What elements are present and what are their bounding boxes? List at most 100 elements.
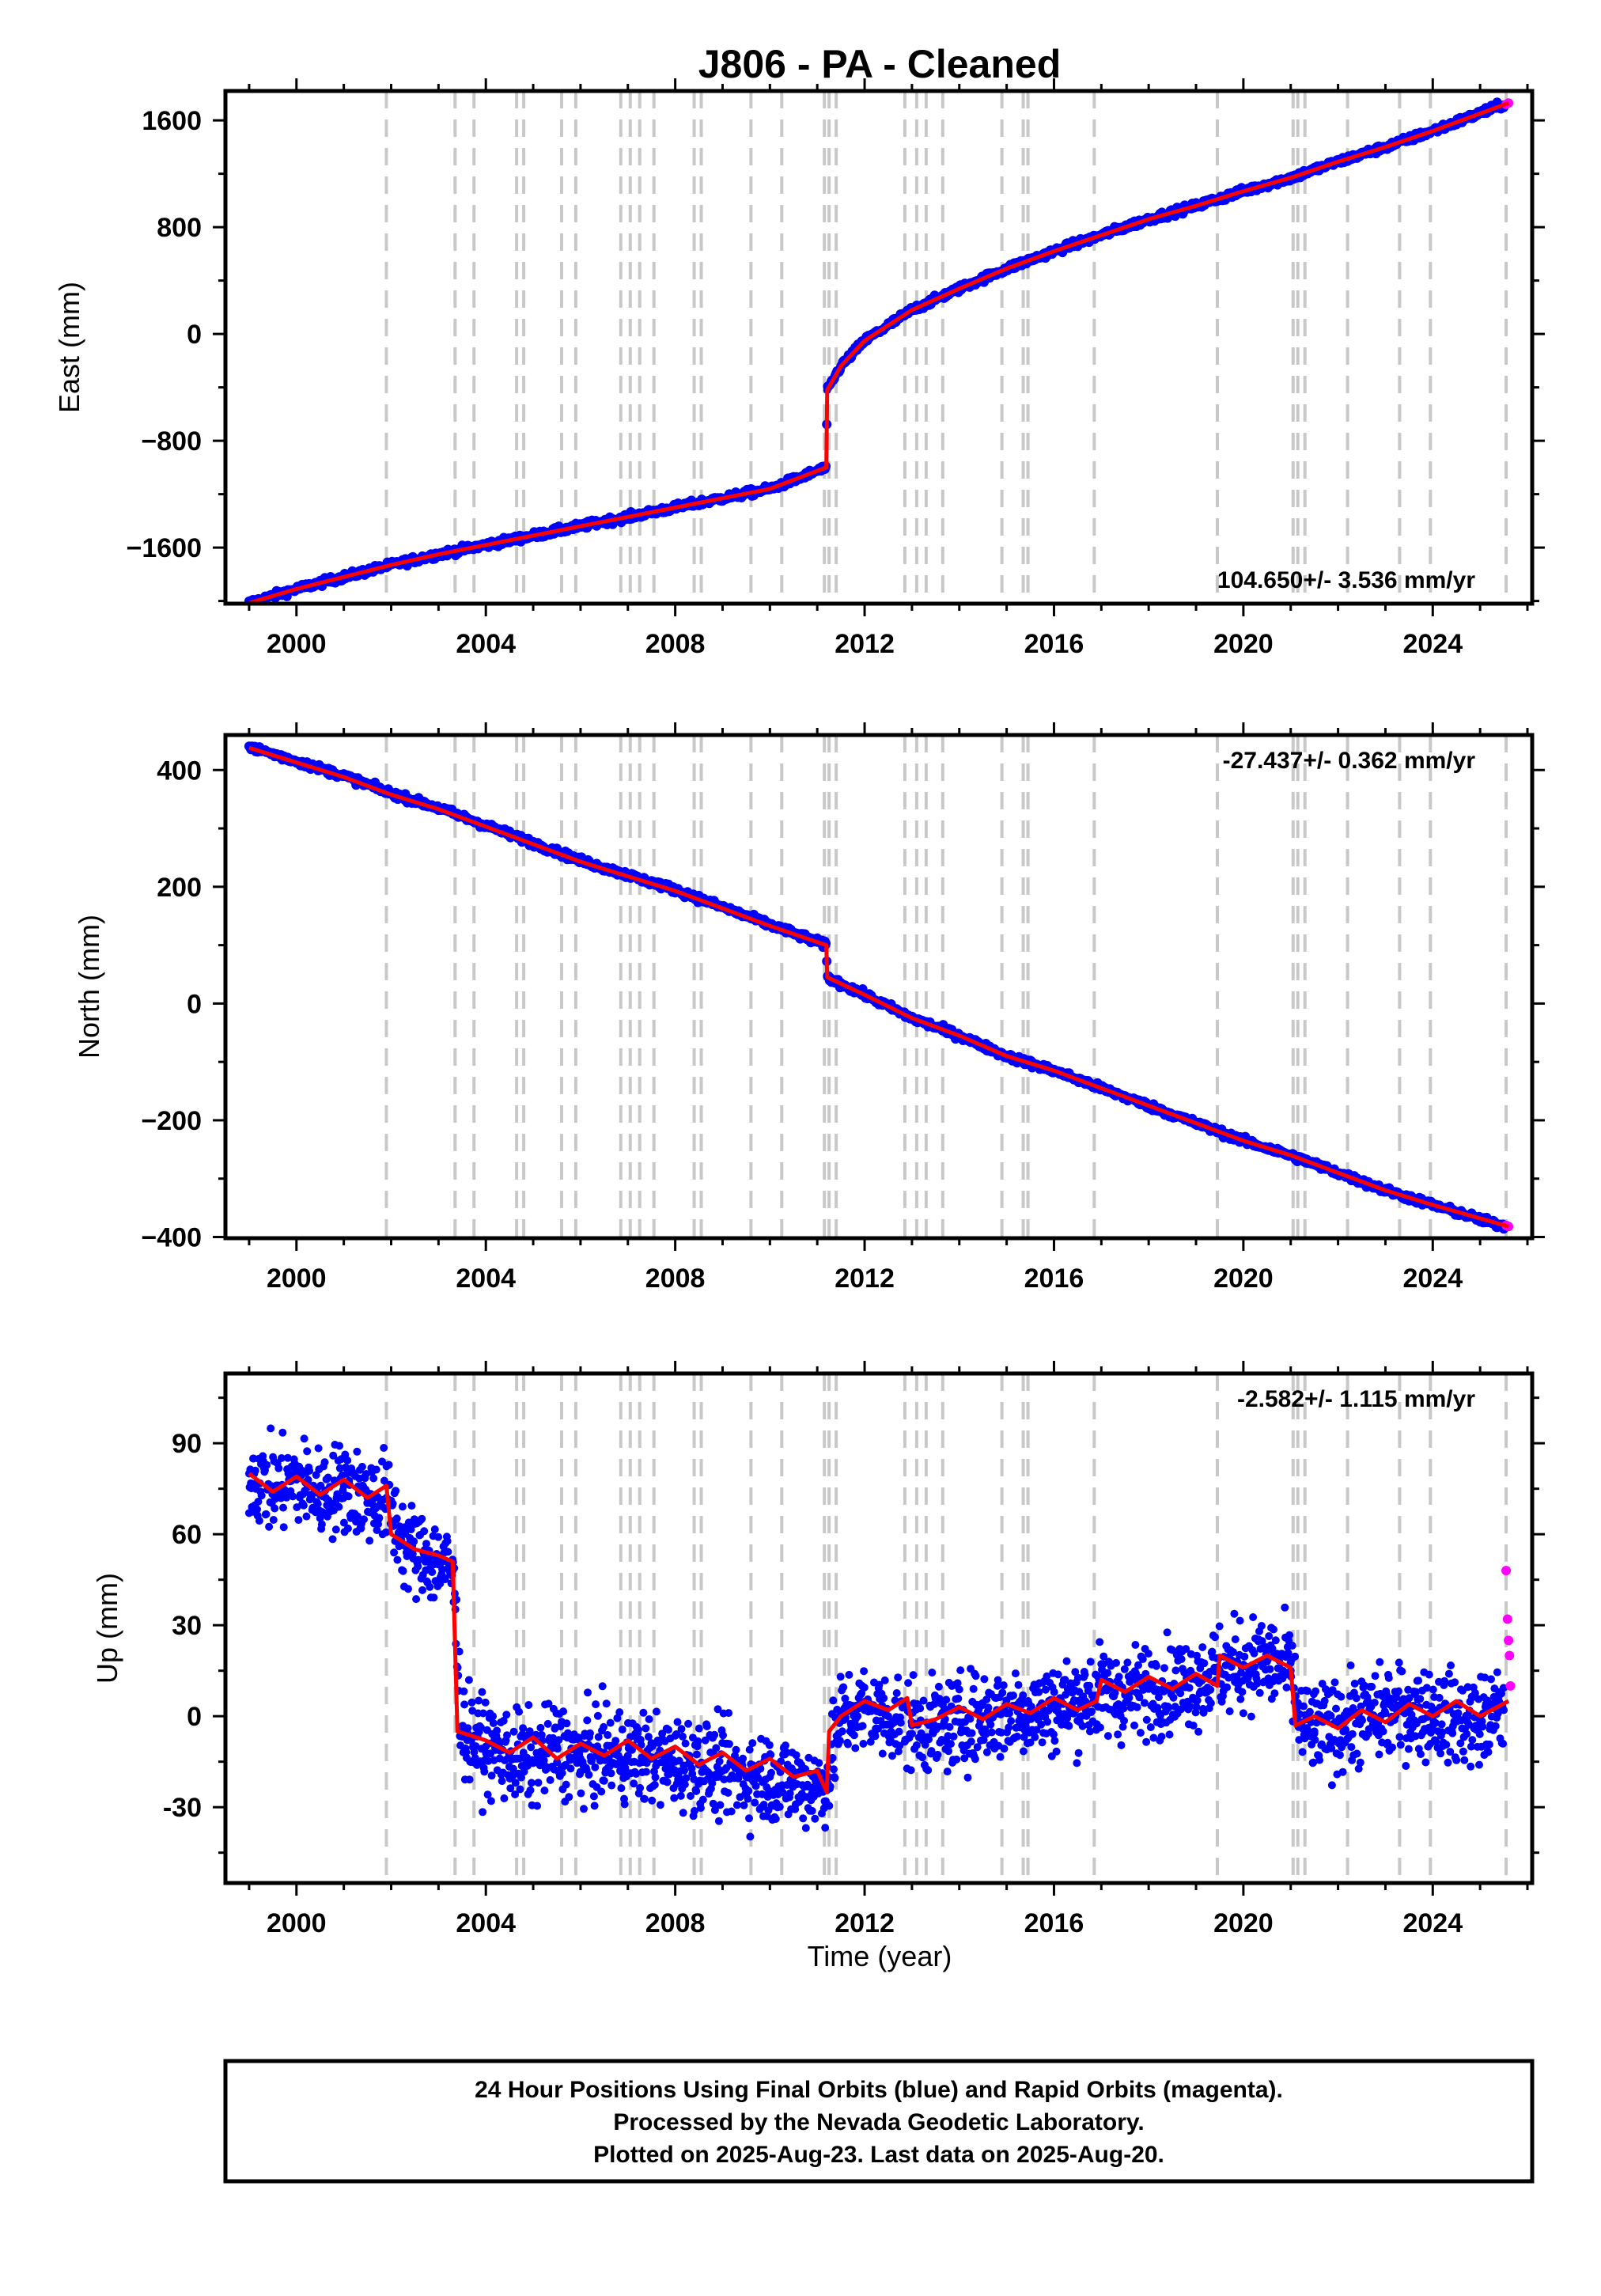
final-orbits-point	[909, 1671, 918, 1680]
final-orbits-point	[317, 1520, 326, 1529]
final-orbits-point	[418, 1586, 426, 1594]
final-orbits-point	[650, 1780, 659, 1789]
final-orbits-point	[892, 1689, 901, 1697]
final-orbits-point	[1346, 1661, 1355, 1669]
final-orbits-point	[785, 1789, 794, 1798]
panel-north: 2000 2004 2008 2012 2016 2020 20244002000−200−…	[73, 722, 1545, 1294]
x-tick-label: 2016	[1024, 1264, 1084, 1294]
final-orbits-point	[487, 1771, 496, 1780]
final-orbits-point	[709, 1799, 717, 1808]
final-orbits-point	[562, 1780, 570, 1789]
final-orbits-point	[1037, 1720, 1046, 1729]
final-orbits-point	[289, 1492, 297, 1501]
final-orbits-point	[540, 1786, 549, 1795]
final-orbits-point	[602, 1699, 611, 1708]
x-axis: 2000 2004 2008 2012 2016 2020 2024	[248, 78, 1529, 659]
final-orbits-point	[464, 1676, 473, 1684]
final-orbits-point	[954, 1694, 963, 1703]
final-orbits-point	[828, 1753, 837, 1762]
final-orbits-point	[744, 1786, 753, 1795]
final-orbits-point	[1103, 1732, 1112, 1741]
final-orbits-point	[353, 1447, 361, 1456]
final-orbits-point	[1177, 1655, 1186, 1663]
final-orbits-point	[335, 1442, 344, 1450]
final-orbits-point	[967, 1737, 975, 1746]
final-orbits-point	[944, 1747, 953, 1756]
final-orbits-point	[534, 1779, 543, 1787]
final-orbits-point	[1019, 1691, 1028, 1699]
final-orbits-point	[639, 1708, 648, 1717]
final-orbits-point	[536, 1723, 545, 1732]
final-orbits-point	[592, 1700, 600, 1709]
final-orbits-point	[314, 1444, 323, 1453]
final-orbits-point	[684, 1719, 693, 1728]
final-orbits-point	[839, 1683, 848, 1692]
final-orbits-point	[829, 1696, 838, 1705]
final-orbits-point	[751, 1798, 759, 1807]
final-orbits-point	[279, 1503, 287, 1512]
final-orbits-point	[267, 1424, 275, 1433]
final-orbits-point	[916, 1704, 925, 1713]
final-orbits-point	[1186, 1702, 1194, 1711]
final-orbits-point	[759, 1801, 768, 1809]
final-orbits-point	[692, 1750, 701, 1759]
final-orbits-point	[971, 1755, 979, 1764]
final-orbits-point	[987, 1728, 996, 1737]
final-orbits-point	[600, 1722, 608, 1731]
final-orbits-series	[244, 97, 1509, 604]
final-orbits-point	[766, 1750, 775, 1759]
x-tick-label: 2012	[835, 1264, 895, 1294]
final-orbits-point	[695, 1724, 703, 1733]
final-orbits-point	[1330, 1678, 1339, 1687]
final-orbits-point	[1223, 1683, 1232, 1692]
final-orbits-point	[358, 1462, 366, 1471]
final-orbits-point	[585, 1729, 594, 1737]
final-orbits-point	[393, 1555, 402, 1564]
final-orbits-point	[1311, 1687, 1320, 1695]
final-orbits-point	[1011, 1669, 1020, 1678]
final-orbits-point	[299, 1501, 308, 1510]
y-tick-label: 0	[187, 989, 202, 1019]
final-orbits-point	[300, 1434, 308, 1443]
final-orbits-point	[1013, 1732, 1021, 1741]
final-orbits-point	[973, 1743, 982, 1752]
final-orbits-series	[244, 741, 1509, 1234]
final-orbits-point	[715, 1757, 724, 1766]
final-orbits-point	[656, 1801, 664, 1809]
final-orbits-point	[1327, 1744, 1336, 1752]
final-orbits-point	[1320, 1696, 1329, 1705]
final-orbits-point	[559, 1707, 568, 1716]
final-orbits-point	[1026, 1738, 1035, 1747]
final-orbits-point	[271, 1504, 279, 1513]
rate-label: -27.437+/- 0.362 mm/yr	[1223, 748, 1476, 774]
final-orbits-point	[952, 1755, 961, 1764]
final-orbits-point	[422, 1540, 430, 1548]
y-tick-label: 800	[157, 213, 202, 243]
final-orbits-point	[1050, 1730, 1058, 1739]
final-orbits-point	[651, 1773, 660, 1782]
final-orbits-point	[871, 1732, 880, 1741]
final-orbits-point	[430, 1593, 438, 1602]
final-orbits-point	[748, 1739, 757, 1748]
final-orbits-point	[775, 1802, 784, 1811]
final-orbits-point	[702, 1722, 711, 1730]
final-orbits-point	[993, 1681, 1001, 1690]
final-orbits-point	[642, 1767, 650, 1776]
final-orbits-point	[681, 1739, 690, 1748]
final-orbits-point	[1285, 1631, 1294, 1639]
x-axis: 2000 2004 2008 2012 2016 2020 2024	[248, 722, 1529, 1294]
final-orbits-point	[1007, 1717, 1016, 1726]
final-orbits-point	[591, 1763, 600, 1771]
final-orbits-point	[517, 1773, 525, 1782]
y-tick-label: 0	[187, 320, 202, 350]
final-orbits-point	[1133, 1703, 1141, 1711]
final-orbits-point	[782, 1741, 789, 1750]
final-orbits-point	[1009, 1692, 1017, 1699]
final-orbits-point	[765, 1741, 774, 1749]
final-orbits-point	[1086, 1727, 1094, 1736]
final-orbits-point	[1136, 1729, 1145, 1737]
model-line	[248, 745, 1509, 1229]
final-orbits-point	[1225, 1707, 1234, 1715]
final-orbits-point	[585, 1771, 593, 1779]
final-orbits-point	[380, 1444, 388, 1452]
